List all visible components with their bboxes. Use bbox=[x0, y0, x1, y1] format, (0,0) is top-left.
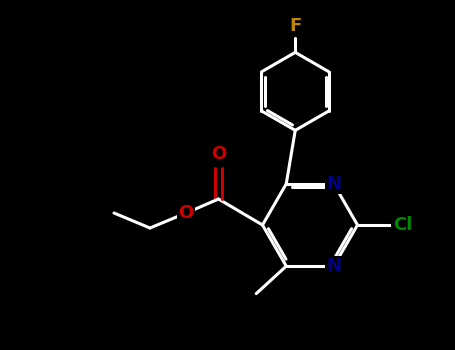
Text: N: N bbox=[326, 257, 341, 275]
Text: N: N bbox=[326, 175, 341, 193]
Text: Cl: Cl bbox=[393, 216, 412, 234]
Text: O: O bbox=[211, 145, 226, 163]
Text: O: O bbox=[178, 204, 194, 222]
Text: F: F bbox=[289, 18, 301, 35]
